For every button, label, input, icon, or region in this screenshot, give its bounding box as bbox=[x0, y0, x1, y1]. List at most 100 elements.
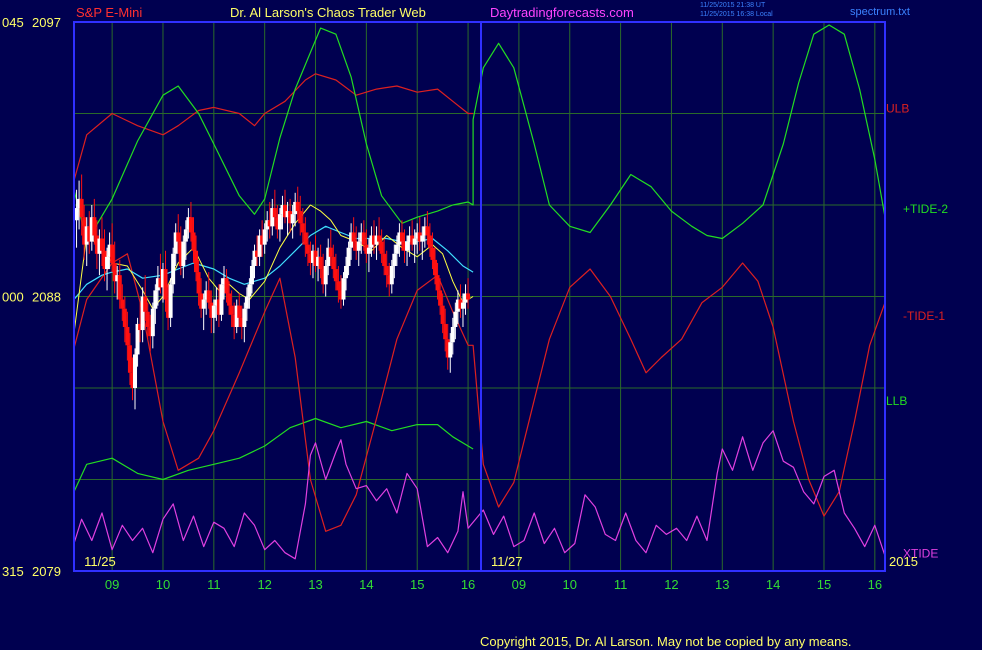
price-bar-body bbox=[194, 250, 199, 273]
price-bar-body bbox=[377, 235, 382, 242]
price-bar-body bbox=[153, 290, 158, 309]
price-bar-body bbox=[422, 226, 427, 236]
series-label: LLB bbox=[886, 394, 907, 408]
price-bar-body bbox=[323, 266, 328, 285]
price-bar-body bbox=[440, 305, 445, 324]
price-bar-body bbox=[318, 256, 323, 270]
price-bar-body bbox=[283, 205, 288, 218]
price-bar-body bbox=[115, 275, 120, 282]
price-bar-body bbox=[369, 235, 374, 248]
price-bar-body bbox=[196, 272, 201, 294]
price-bar-body bbox=[310, 250, 315, 263]
price-bar-body bbox=[374, 235, 379, 245]
price-bar-body bbox=[361, 232, 366, 245]
price-bar-body bbox=[105, 256, 110, 270]
series-tide-1 bbox=[73, 253, 886, 532]
price-bar-body bbox=[77, 198, 82, 209]
price-bar-body bbox=[224, 278, 229, 294]
x-tick-hour: 16 bbox=[461, 577, 475, 592]
price-bar-body bbox=[321, 269, 326, 285]
price-bar-body bbox=[463, 293, 468, 303]
price-bar-body bbox=[356, 241, 361, 251]
price-bar-body bbox=[143, 296, 148, 312]
price-bar-body bbox=[74, 208, 79, 221]
price-bar-body bbox=[308, 253, 313, 263]
price-bar-body bbox=[435, 275, 440, 291]
price-bar-body bbox=[316, 256, 321, 266]
price-bar-body bbox=[125, 327, 130, 346]
x-axis-ticks: 09 10 11 12 13 14 15 16 09 10 11 12 13 14 15 16 11/25 11/… bbox=[84, 554, 918, 592]
x-tick-hour: 11 bbox=[207, 577, 221, 592]
timestamp-local: 11/25/2015 16:38 Local bbox=[700, 11, 773, 18]
price-bar-body bbox=[89, 217, 94, 242]
price-bar-body bbox=[379, 241, 384, 254]
price-bar-body bbox=[397, 232, 402, 245]
price-bars bbox=[74, 174, 471, 410]
price-bar-body bbox=[405, 241, 410, 251]
price-bar-body bbox=[427, 235, 432, 248]
price-bar-body bbox=[242, 308, 247, 327]
x-tick-hour: 14 bbox=[766, 577, 780, 592]
price-bar-body bbox=[204, 290, 209, 300]
price-bar-body bbox=[354, 241, 359, 251]
price-bar-body bbox=[290, 214, 295, 224]
price-bar-body bbox=[313, 250, 318, 266]
price-bar-body bbox=[247, 284, 252, 297]
price-bar-body bbox=[293, 201, 298, 215]
price-bar-body bbox=[183, 229, 188, 242]
price-bar-body bbox=[160, 269, 165, 288]
price-bar-body bbox=[173, 232, 178, 254]
price-bar-body bbox=[300, 223, 305, 233]
price-bar-body bbox=[270, 208, 275, 227]
price-bar-body bbox=[112, 262, 117, 282]
price-bar-body bbox=[122, 308, 127, 327]
file-name: spectrum.txt bbox=[850, 6, 910, 18]
price-bar-body bbox=[97, 238, 102, 254]
price-bar-body bbox=[130, 372, 135, 388]
price-bar-body bbox=[209, 302, 214, 318]
price-bar-body bbox=[257, 235, 262, 257]
price-bar-body bbox=[371, 235, 376, 245]
price-bar-body bbox=[453, 311, 458, 327]
price-bar-body bbox=[415, 232, 420, 239]
y-tick-left: 315 bbox=[2, 564, 24, 579]
price-bar-body bbox=[392, 253, 397, 266]
instrument-label: S&P E-Mini bbox=[76, 5, 142, 20]
series-xtide bbox=[73, 430, 886, 560]
price-bar-body bbox=[168, 284, 173, 318]
y-tick-left: 000 bbox=[2, 290, 24, 305]
x-year-label: 2015 bbox=[889, 554, 918, 569]
price-bar-body bbox=[252, 250, 257, 266]
x-tick-hour: 12 bbox=[664, 577, 678, 592]
price-bar-body bbox=[201, 299, 206, 309]
y-tick-right: 2097 bbox=[32, 15, 61, 30]
x-tick-hour: 13 bbox=[308, 577, 322, 592]
x-tick-hour: 12 bbox=[257, 577, 271, 592]
price-bar-body bbox=[285, 211, 290, 218]
price-bar-body bbox=[117, 275, 122, 300]
price-bar-body bbox=[267, 220, 272, 227]
price-bar-body bbox=[110, 244, 115, 263]
price-bar-body bbox=[150, 308, 155, 337]
x-tick-hour: 09 bbox=[512, 577, 526, 592]
price-bar-body bbox=[382, 253, 387, 266]
plot-border bbox=[73, 21, 886, 572]
price-bar-body bbox=[148, 327, 153, 337]
price-bar-body bbox=[303, 232, 308, 245]
series-label: ULB bbox=[886, 101, 909, 115]
price-bar-body bbox=[239, 317, 244, 327]
price-bar-body bbox=[326, 247, 331, 266]
x-tick-hour: 11 bbox=[614, 577, 628, 592]
x-tick-hour: 14 bbox=[359, 577, 373, 592]
price-bar-body bbox=[359, 232, 364, 242]
price-bar-body bbox=[275, 217, 280, 230]
price-bar-body bbox=[407, 235, 412, 242]
site-url[interactable]: Daytradingforecasts.com bbox=[490, 5, 634, 20]
x-tick-hour: 10 bbox=[563, 577, 577, 592]
price-bar-body bbox=[127, 345, 132, 373]
series-layer bbox=[73, 24, 886, 560]
price-bar-body bbox=[333, 269, 338, 282]
price-bar-body bbox=[87, 226, 92, 242]
